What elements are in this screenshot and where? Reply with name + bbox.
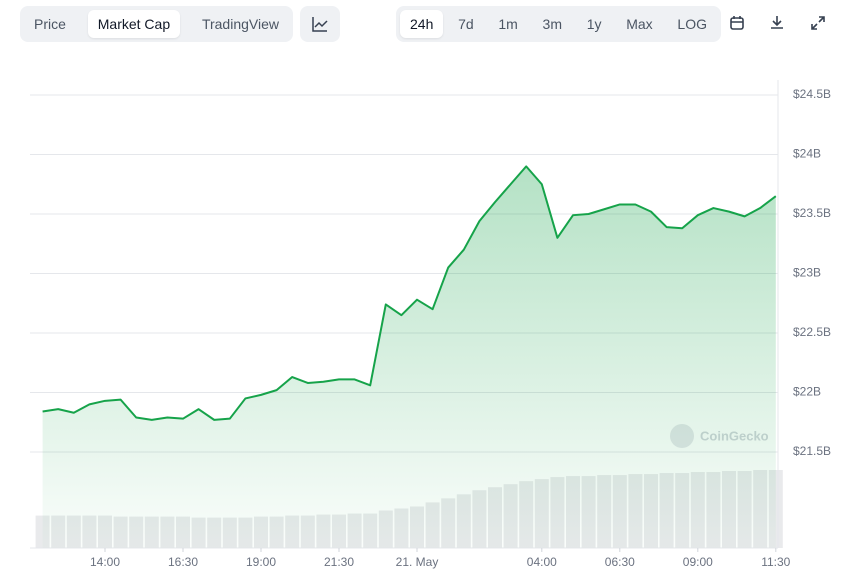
x-tick-label: 11:30 xyxy=(761,555,790,569)
metric-toggle: Price Market Cap TradingView xyxy=(20,6,293,42)
x-tick-label: 19:00 xyxy=(246,555,276,569)
toolbar-button[interactable]: LOG xyxy=(677,16,707,32)
y-tick-label: $24.5B xyxy=(793,87,831,101)
x-tick-label: 21:30 xyxy=(324,555,354,569)
x-tick-label: 14:00 xyxy=(90,555,120,569)
toolbar-button[interactable]: Price xyxy=(34,16,66,32)
toolbar-button[interactable]: 3m xyxy=(542,16,562,32)
toolbar-button[interactable]: Market Cap xyxy=(87,10,181,38)
y-tick-label: $21.5B xyxy=(793,444,831,458)
x-tick-label: 16:30 xyxy=(168,555,198,569)
y-tick-label: $22.5B xyxy=(793,325,831,339)
toolbar-button[interactable]: 1y xyxy=(586,16,602,32)
chart-type-button[interactable] xyxy=(300,6,340,42)
expand-icon[interactable] xyxy=(808,13,828,33)
y-tick-label: $24B xyxy=(793,147,821,161)
download-icon[interactable] xyxy=(767,13,787,33)
x-tick-label: 21. May xyxy=(396,555,439,569)
price-line xyxy=(42,165,777,421)
toolbar-button[interactable]: 1m xyxy=(498,16,518,32)
line-icon xyxy=(312,17,328,32)
area-fill xyxy=(42,166,776,548)
y-tick-label: $23.5B xyxy=(793,206,831,220)
toolbar-button[interactable]: TradingView xyxy=(201,16,279,32)
x-tick-label: 09:00 xyxy=(683,555,713,569)
y-tick-label: $22B xyxy=(793,385,821,399)
toolbar-button[interactable]: 24h xyxy=(400,10,444,38)
toolbar-button[interactable]: 7d xyxy=(458,16,474,32)
y-tick-label: $23B xyxy=(793,266,821,280)
range-toggle: 24h 7d 1m 3m 1y Max LOG xyxy=(396,6,721,42)
x-tick-label: 06:30 xyxy=(605,555,635,569)
toolbar-button[interactable]: Max xyxy=(626,16,653,32)
calendar-icon[interactable] xyxy=(727,13,747,33)
x-tick-label: 04:00 xyxy=(527,555,557,569)
